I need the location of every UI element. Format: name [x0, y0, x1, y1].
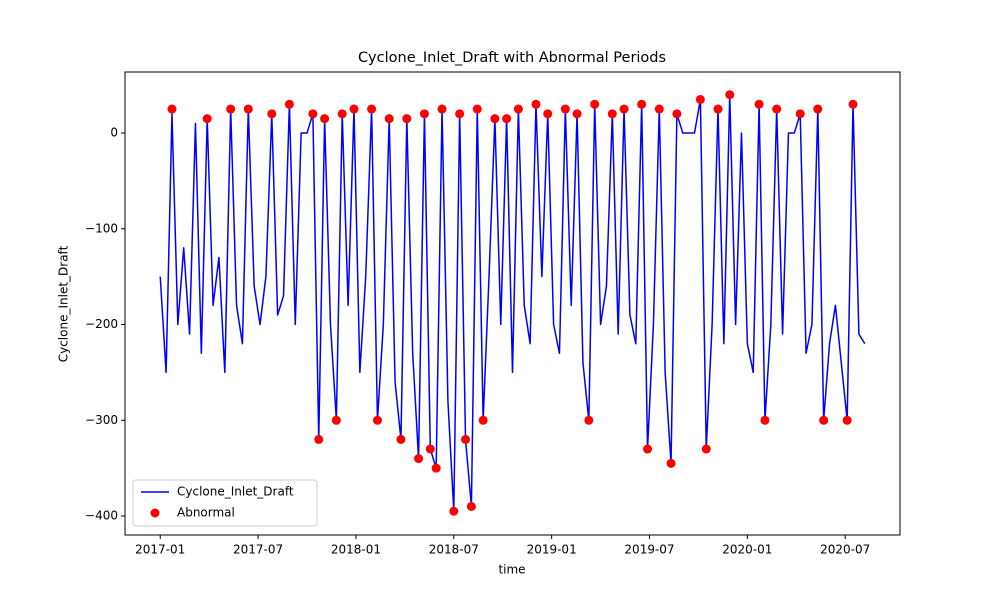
abnormal-point [449, 506, 459, 516]
abnormal-point [331, 415, 341, 425]
abnormal-point [607, 109, 617, 119]
abnormal-point [466, 501, 476, 511]
abnormal-point [384, 114, 394, 124]
y-axis-label: Cyclone_Inlet_Draft [57, 245, 71, 362]
abnormal-point [226, 104, 236, 114]
abnormal-point [461, 434, 471, 444]
x-tick-label: 2019-07 [624, 543, 674, 557]
abnormal-point [425, 444, 435, 454]
y-tick-label: −300 [85, 413, 118, 427]
abnormal-point [848, 99, 858, 109]
abnormal-point [772, 104, 782, 114]
abnormal-point [320, 114, 330, 124]
abnormal-point [372, 415, 382, 425]
abnormal-point [813, 104, 823, 114]
y-tick-label: −100 [85, 221, 118, 235]
x-tick-label: 2017-07 [233, 543, 283, 557]
abnormal-point [713, 104, 723, 114]
abnormal-point [654, 104, 664, 114]
abnormal-point [637, 99, 647, 109]
legend-box [132, 479, 318, 527]
abnormal-point [502, 114, 512, 124]
legend-marker [150, 508, 160, 518]
abnormal-point [619, 104, 629, 114]
legend: Cyclone_Inlet_Draft Abnormal [132, 479, 318, 527]
legend-label: Cyclone_Inlet_Draft [177, 485, 294, 499]
abnormal-point [267, 109, 277, 119]
x-tick-label: 2018-01 [331, 543, 381, 557]
abnormal-point [760, 415, 770, 425]
abnormal-point [431, 463, 441, 473]
abnormal-point [167, 104, 177, 114]
axes-frame [124, 71, 901, 536]
y-tick-label: −200 [85, 317, 118, 331]
abnormal-point [414, 454, 424, 464]
abnormal-point [584, 415, 594, 425]
abnormal-point [672, 109, 682, 119]
abnormal-point [349, 104, 359, 114]
abnormal-point [531, 99, 541, 109]
abnormal-point [701, 444, 711, 454]
abnormal-point [396, 434, 406, 444]
abnormal-point [478, 415, 488, 425]
abnormal-point [842, 415, 852, 425]
abnormal-point [666, 458, 676, 468]
abnormal-point [513, 104, 523, 114]
x-tick-label: 2020-01 [722, 543, 772, 557]
abnormal-point [572, 109, 582, 119]
abnormal-point [337, 109, 347, 119]
abnormal-point [560, 104, 570, 114]
x-axis-label: time [498, 563, 525, 577]
abnormal-point [314, 434, 324, 444]
abnormal-point [795, 109, 805, 119]
abnormal-point [695, 94, 705, 104]
abnormal-point [819, 415, 829, 425]
plot-area [159, 90, 866, 516]
abnormal-point [725, 90, 735, 100]
y-tick-label: −400 [85, 509, 118, 523]
abnormal-point [472, 104, 482, 114]
abnormal-point [455, 109, 465, 119]
x-tick-label: 2020-07 [820, 543, 870, 557]
abnormal-point [490, 114, 500, 124]
abnormal-point [419, 109, 429, 119]
abnormal-point [243, 104, 253, 114]
abnormal-point [308, 109, 318, 119]
x-tick-label: 2019-01 [527, 543, 577, 557]
abnormal-point [543, 109, 553, 119]
abnormal-point [202, 114, 212, 124]
data-line [159, 93, 866, 512]
abnormal-point [402, 114, 412, 124]
abnormal-point [643, 444, 653, 454]
x-tick-label: 2017-01 [135, 543, 185, 557]
y-tick-label: 0 [110, 125, 118, 139]
abnormal-point [284, 99, 294, 109]
abnormal-point [367, 104, 377, 114]
x-tick-label: 2018-07 [429, 543, 479, 557]
abnormal-point [590, 99, 600, 109]
legend-label: Abnormal [177, 506, 235, 520]
abnormal-point [437, 104, 447, 114]
abnormal-point [754, 99, 764, 109]
chart-title: Cyclone_Inlet_Draft with Abnormal Period… [358, 50, 666, 66]
